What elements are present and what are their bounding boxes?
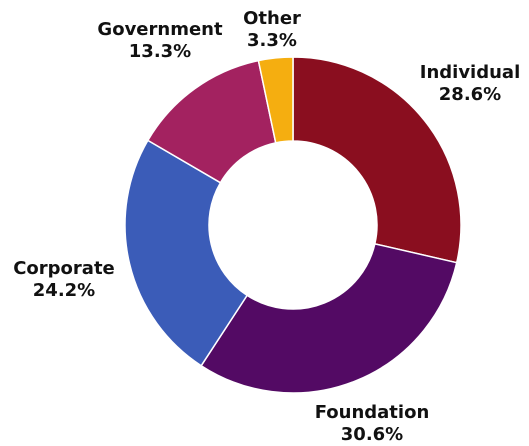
slice-value-individual: 28.6% [439,84,501,105]
slice-foundation [200,242,458,394]
slice-value-government: 13.3% [129,41,191,62]
slice-value-foundation: 30.6% [341,424,403,445]
slice-label-individual: Individual [420,62,521,83]
slice-individual [292,56,462,264]
slice-label-government: Government [97,19,223,40]
slice-label-corporate: Corporate [13,258,115,279]
slice-value-other: 3.3% [247,30,297,51]
slice-value-corporate: 24.2% [33,280,95,301]
slice-label-foundation: Foundation [315,402,430,423]
slice-other [257,56,294,144]
slice-corporate [124,139,249,367]
slice-label-other: Other [243,8,301,29]
donut-slices [124,56,462,394]
